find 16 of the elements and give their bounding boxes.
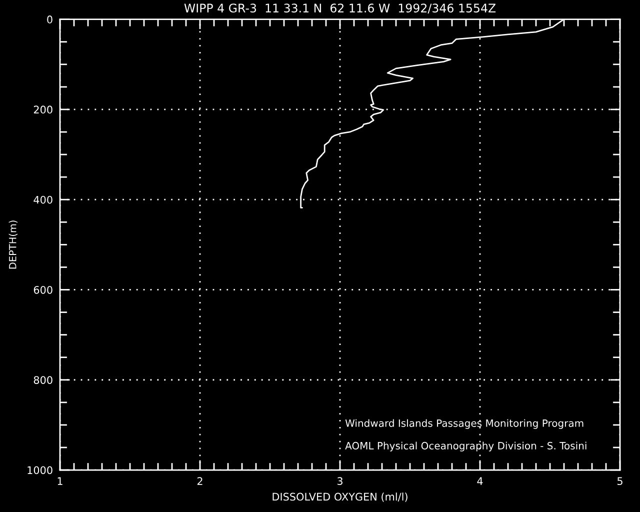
y-axis-title: DEPTH(m) <box>8 220 18 269</box>
x-tick-label: 2 <box>197 477 202 485</box>
x-axis-title: DISSOLVED OXYGEN (ml/l) <box>272 492 408 502</box>
x-tick-label: 3 <box>337 477 342 486</box>
annotation: Windward Islands Passages Monitoring Program <box>345 419 584 429</box>
x-tick-label: 4 <box>477 477 483 485</box>
x-tick-label: 5 <box>617 477 622 486</box>
y-tick-label: 1000 <box>28 466 52 474</box>
x-tick-label: 1 <box>58 477 62 485</box>
y-tick-label: 600 <box>34 286 52 294</box>
chart-title: WIPP 4 GR-3 11 33.1 N 62 11.6 W 1992/346 1554Z <box>184 4 496 14</box>
annotation: AOML Physical Oceanography Division - S. Tosini <box>345 442 586 452</box>
y-tick-label: 200 <box>34 106 52 114</box>
y-tick-label: 800 <box>34 376 52 384</box>
y-tick-label: 400 <box>34 196 52 204</box>
y-tick-label: 0 <box>47 16 52 24</box>
